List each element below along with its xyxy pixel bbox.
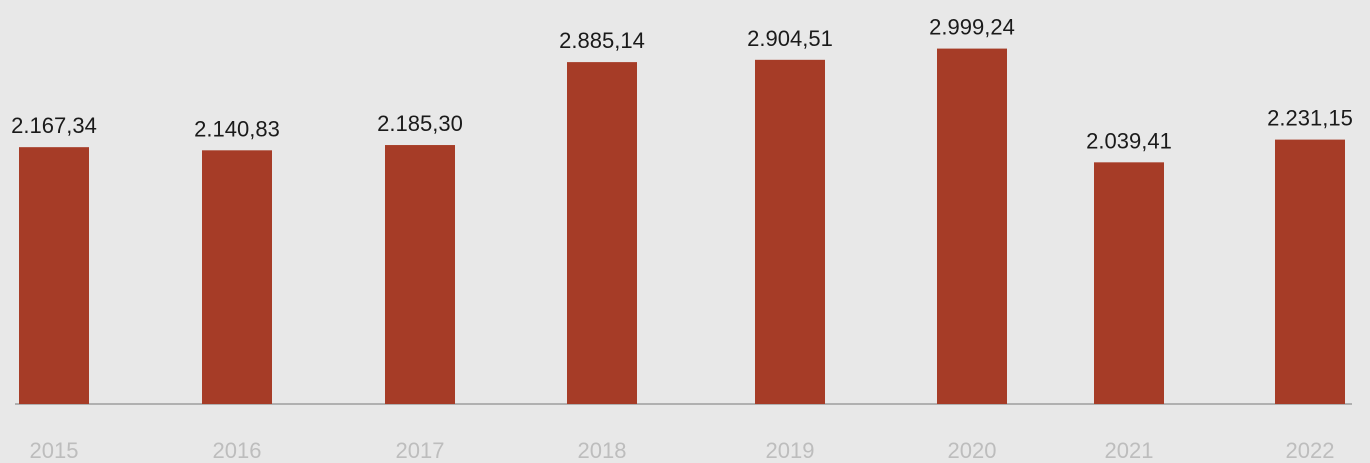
bar-2016 bbox=[202, 150, 272, 404]
x-tick-label-2022: 2022 bbox=[1286, 438, 1335, 463]
value-label-2019: 2.904,51 bbox=[747, 26, 833, 51]
bar-2018 bbox=[567, 62, 637, 405]
bar-2017 bbox=[385, 145, 455, 405]
value-label-2021: 2.039,41 bbox=[1086, 128, 1172, 153]
x-tick-label-2021: 2021 bbox=[1105, 438, 1154, 463]
x-tick-label-2019: 2019 bbox=[766, 438, 815, 463]
value-label-2016: 2.140,83 bbox=[194, 116, 280, 141]
x-tick-label-2017: 2017 bbox=[396, 438, 445, 463]
value-label-2015: 2.167,34 bbox=[11, 113, 97, 138]
x-tick-label-2015: 2015 bbox=[30, 438, 79, 463]
value-label-2020: 2.999,24 bbox=[929, 15, 1015, 40]
value-label-2022: 2.231,15 bbox=[1267, 106, 1353, 131]
value-label-2018: 2.885,14 bbox=[559, 28, 645, 53]
x-tick-label-2016: 2016 bbox=[213, 438, 262, 463]
bar-2021 bbox=[1094, 162, 1164, 404]
bar-2022 bbox=[1275, 139, 1345, 405]
bar-2020 bbox=[937, 48, 1007, 405]
x-tick-label-2018: 2018 bbox=[578, 438, 627, 463]
bar-2019 bbox=[755, 59, 825, 405]
bar-2015 bbox=[19, 147, 89, 404]
x-tick-label-2020: 2020 bbox=[948, 438, 997, 463]
value-label-2017: 2.185,30 bbox=[377, 111, 463, 136]
